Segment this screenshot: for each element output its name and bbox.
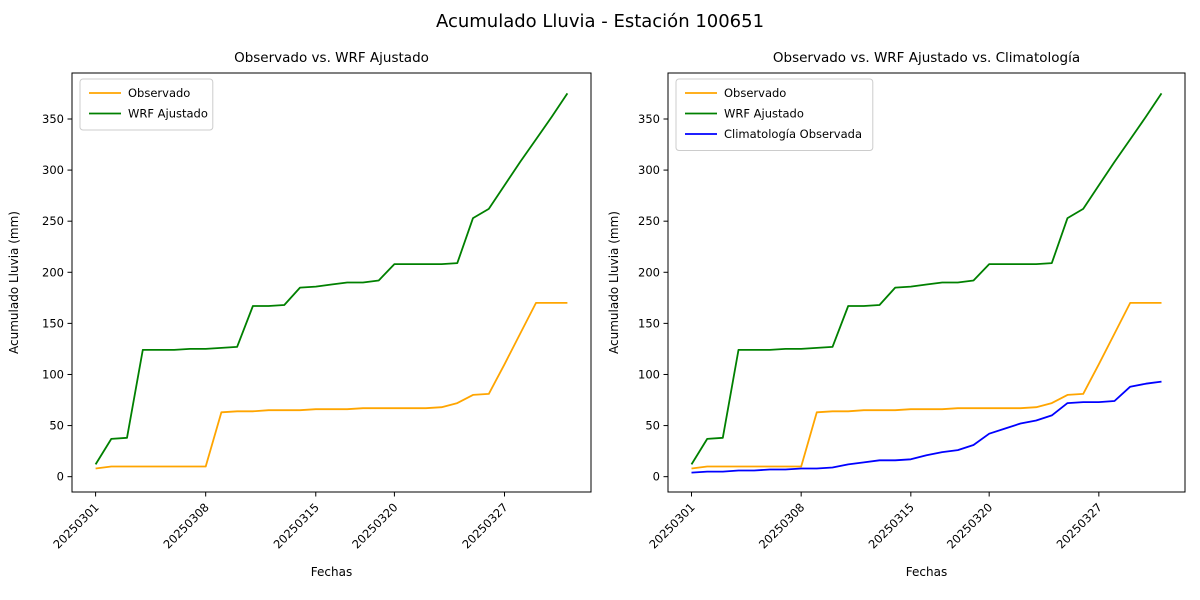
- series-line-observado: [95, 301, 568, 470]
- x-tick-label: 20250320: [349, 500, 400, 551]
- x-tick-label: 20250320: [944, 500, 995, 551]
- chart-canvas: Observado vs. WRF Ajustado vs. Climatolo…: [607, 50, 1186, 579]
- y-tick-label: 350: [638, 112, 660, 126]
- series-line-observado: [691, 301, 1162, 470]
- legend-label: Observado: [724, 86, 786, 100]
- y-tick-label: 300: [638, 163, 660, 177]
- y-tick-label: 100: [638, 367, 660, 381]
- subplot-title: Observado vs. WRF Ajustado: [234, 50, 429, 66]
- axes-frame: [71, 72, 592, 493]
- x-tick-label: 20250315: [866, 500, 917, 551]
- y-tick-label: 150: [638, 316, 660, 330]
- y-tick-label: 0: [653, 470, 660, 484]
- legend-box: [79, 78, 214, 131]
- chart-canvas: Observado vs. WRF Ajustado 0 50 100 150 200 25…: [7, 50, 592, 579]
- y-tick-label: 0: [57, 470, 64, 484]
- y-tick-label: 100: [42, 367, 64, 381]
- series-line-wrf-ajustado: [690, 92, 1163, 465]
- y-axis-label: Acumulado Lluvia (mm): [7, 211, 21, 354]
- y-tick-label: 300: [42, 163, 64, 177]
- y-tick-label: 150: [42, 316, 64, 330]
- y-tick-label: 250: [42, 214, 64, 228]
- subplot-title: Observado vs. WRF Ajustado vs. Climatolo…: [773, 50, 1080, 66]
- x-tick-label: 20250301: [646, 500, 697, 551]
- y-axis-label: Acumulado Lluvia (mm): [607, 211, 621, 354]
- series-line-wrf-ajustado: [94, 92, 569, 465]
- y-tick-label: 50: [645, 419, 660, 433]
- y-tick-label: 50: [49, 419, 64, 433]
- legend-label: WRF Ajustado: [724, 107, 804, 121]
- x-tick-label: 20250327: [1054, 500, 1105, 551]
- legend-label: Observado: [128, 86, 190, 100]
- axes-frame: [667, 72, 1186, 493]
- series-line-climatolog-a-observada: [691, 380, 1162, 474]
- legend-label: Climatología Observada: [724, 127, 862, 141]
- subplot-right: Observado vs. WRF Ajustado vs. Climatolo…: [600, 40, 1200, 600]
- legend-box: [675, 78, 874, 151]
- y-tick-label: 350: [42, 112, 64, 126]
- x-axis-label: Fechas: [311, 565, 352, 579]
- x-tick-label: 20250308: [161, 500, 212, 551]
- x-tick-label: 20250327: [459, 500, 510, 551]
- x-tick-label: 20250301: [50, 500, 101, 551]
- figure-title: Acumulado Lluvia - Estación 100651: [435, 11, 765, 32]
- y-tick-label: 250: [638, 214, 660, 228]
- legend-label: WRF Ajustado: [128, 107, 208, 121]
- x-tick-label: 20250315: [271, 500, 322, 551]
- subplot-left: Observado vs. WRF Ajustado 0 50 100 150 200 25…: [0, 40, 600, 600]
- y-tick-label: 200: [42, 265, 64, 279]
- x-axis-label: Fechas: [906, 565, 947, 579]
- y-tick-label: 200: [638, 265, 660, 279]
- x-tick-label: 20250308: [756, 500, 807, 551]
